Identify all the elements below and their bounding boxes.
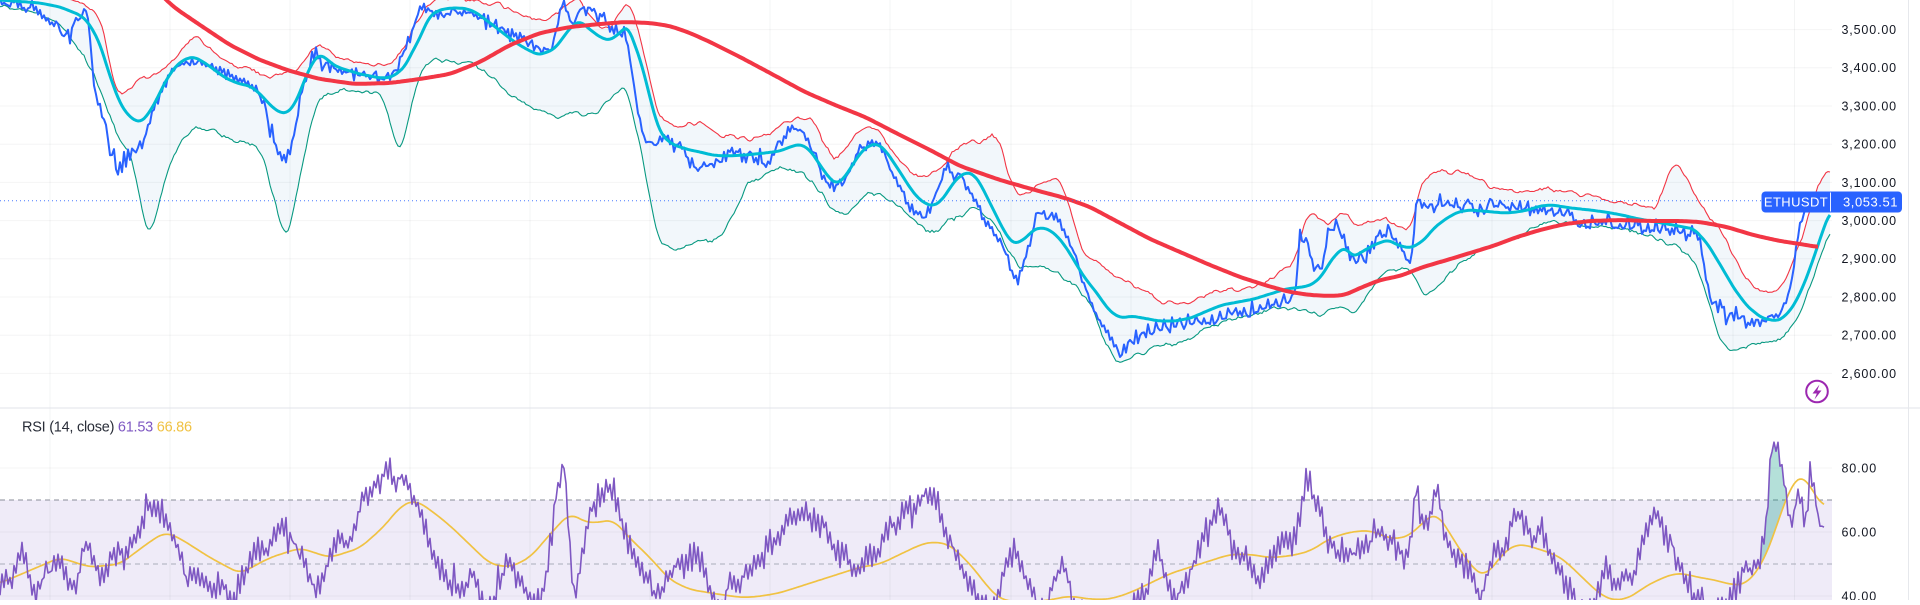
svg-text:3,400.00: 3,400.00	[1842, 61, 1897, 75]
svg-text:3,500.00: 3,500.00	[1842, 23, 1897, 37]
svg-text:ETHUSDT: ETHUSDT	[1764, 195, 1828, 210]
svg-text:3,053.51: 3,053.51	[1843, 195, 1898, 210]
svg-text:3,000.00: 3,000.00	[1842, 214, 1897, 228]
svg-text:3,100.00: 3,100.00	[1842, 176, 1897, 190]
svg-text:80.00: 80.00	[1842, 461, 1878, 475]
svg-text:RSI (14, close) 61.53 66.86: RSI (14, close) 61.53 66.86	[22, 419, 192, 435]
svg-text:2,800.00: 2,800.00	[1842, 290, 1897, 304]
svg-text:3,300.00: 3,300.00	[1842, 99, 1897, 113]
svg-text:60.00: 60.00	[1842, 525, 1878, 539]
svg-text:3,200.00: 3,200.00	[1842, 138, 1897, 152]
svg-text:2,900.00: 2,900.00	[1842, 252, 1897, 266]
svg-text:2,700.00: 2,700.00	[1842, 329, 1897, 343]
svg-text:2,600.00: 2,600.00	[1842, 367, 1897, 381]
svg-text:40.00: 40.00	[1842, 589, 1878, 600]
